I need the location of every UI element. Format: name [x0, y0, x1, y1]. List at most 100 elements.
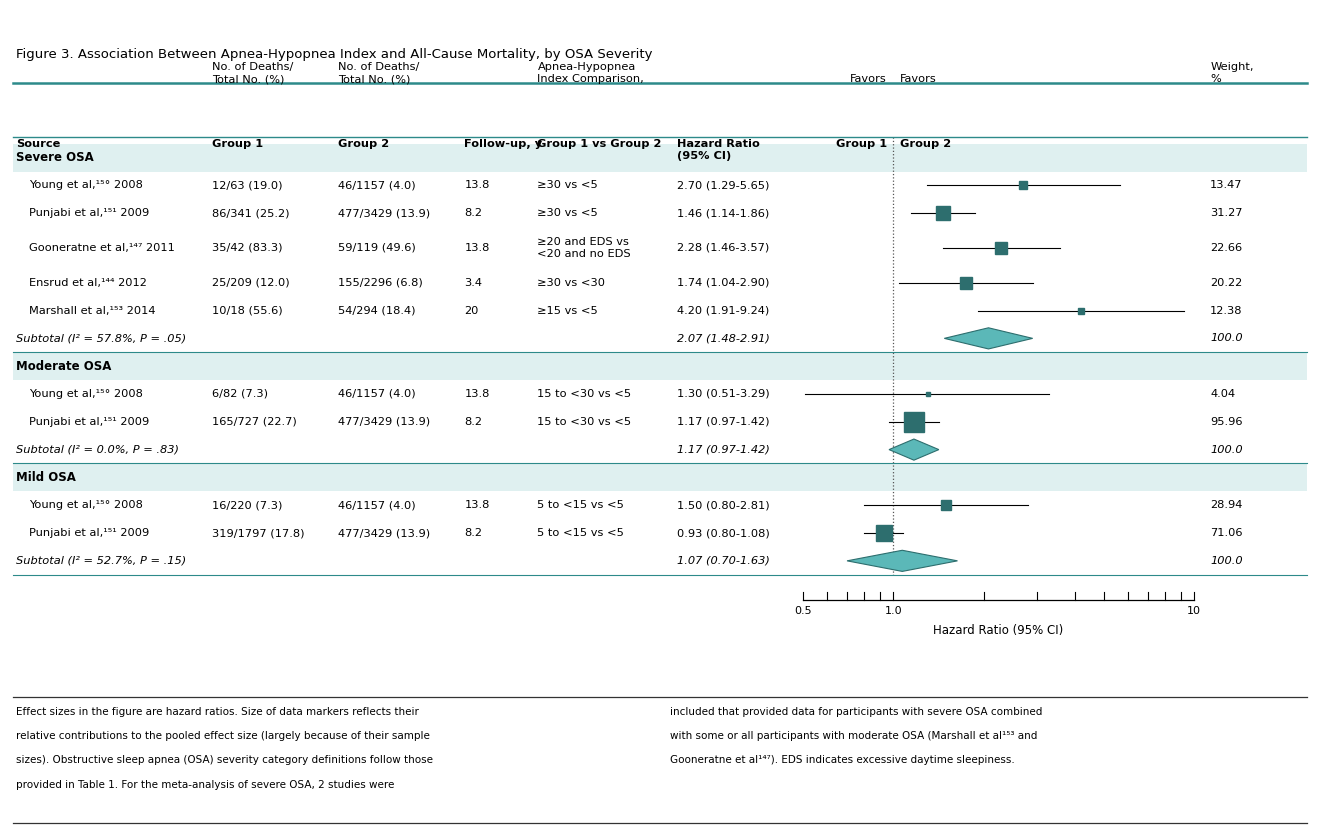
Text: Moderate OSA: Moderate OSA: [16, 360, 111, 372]
Text: with some or all participants with moderate OSA (Marshall et al¹⁵³ and: with some or all participants with moder…: [670, 731, 1038, 741]
Text: 13.8: 13.8: [464, 180, 490, 190]
Text: 46/1157 (4.0): 46/1157 (4.0): [338, 500, 415, 510]
Text: 59/119 (49.6): 59/119 (49.6): [338, 243, 417, 253]
Text: Group 1 vs Group 2: Group 1 vs Group 2: [537, 139, 662, 149]
Text: 46/1157 (4.0): 46/1157 (4.0): [338, 180, 415, 190]
Text: Punjabi et al,¹⁵¹ 2009: Punjabi et al,¹⁵¹ 2009: [29, 417, 150, 427]
Text: 46/1157 (4.0): 46/1157 (4.0): [338, 389, 415, 399]
Text: Severe OSA: Severe OSA: [16, 151, 94, 164]
Bar: [13, 463, 1307, 491]
Text: Weight,
%: Weight, %: [1210, 62, 1254, 84]
Text: 13.8: 13.8: [464, 243, 490, 253]
Text: 0.93 (0.80-1.08): 0.93 (0.80-1.08): [677, 528, 770, 538]
Bar: [13, 144, 1307, 171]
Text: 6/82 (7.3): 6/82 (7.3): [212, 389, 268, 399]
Text: Punjabi et al,¹⁵¹ 2009: Punjabi et al,¹⁵¹ 2009: [29, 528, 150, 538]
Text: 25/209 (12.0): 25/209 (12.0): [212, 278, 289, 288]
Text: ≥20 and EDS vs
<20 and no EDS: ≥20 and EDS vs <20 and no EDS: [537, 237, 632, 259]
Text: Gooneratne et al¹⁴⁷). EDS indicates excessive daytime sleepiness.: Gooneratne et al¹⁴⁷). EDS indicates exce…: [670, 756, 1015, 766]
Text: 8.2: 8.2: [464, 528, 483, 538]
Text: Young et al,¹⁵° 2008: Young et al,¹⁵° 2008: [29, 500, 143, 510]
Text: Young et al,¹⁵° 2008: Young et al,¹⁵° 2008: [29, 180, 143, 190]
Text: Punjabi et al,¹⁵¹ 2009: Punjabi et al,¹⁵¹ 2009: [29, 208, 150, 218]
Text: 1.30 (0.51-3.29): 1.30 (0.51-3.29): [677, 389, 770, 399]
Text: 165/727 (22.7): 165/727 (22.7): [212, 417, 297, 427]
Text: 13.47: 13.47: [1210, 180, 1242, 190]
Text: 0.5: 0.5: [794, 606, 812, 616]
Text: 15 to <30 vs <5: 15 to <30 vs <5: [537, 389, 632, 399]
Text: Ensrud et al,¹⁴⁴ 2012: Ensrud et al,¹⁴⁴ 2012: [29, 278, 147, 288]
Text: provided in Table 1. For the meta-analysis of severe OSA, 2 studies were: provided in Table 1. For the meta-analys…: [16, 780, 394, 790]
Text: Favors: Favors: [851, 74, 886, 84]
Text: 71.06: 71.06: [1210, 528, 1242, 538]
Text: 319/1797 (17.8): 319/1797 (17.8): [212, 528, 305, 538]
Text: No. of Deaths/
Total No. (%): No. of Deaths/ Total No. (%): [212, 62, 293, 84]
Text: 4.04: 4.04: [1210, 389, 1235, 399]
Text: Apnea-Hypopnea
Index Comparison,: Apnea-Hypopnea Index Comparison,: [537, 62, 644, 84]
Text: 10: 10: [1188, 606, 1201, 616]
Text: Hazard Ratio (95% CI): Hazard Ratio (95% CI): [933, 624, 1064, 637]
Text: Hazard Ratio
(95% CI): Hazard Ratio (95% CI): [677, 139, 759, 161]
Text: Source: Source: [16, 139, 60, 149]
Text: 12/63 (19.0): 12/63 (19.0): [212, 180, 283, 190]
Text: sizes). Obstructive sleep apnea (OSA) severity category definitions follow those: sizes). Obstructive sleep apnea (OSA) se…: [16, 756, 433, 766]
Text: 100.0: 100.0: [1210, 444, 1243, 454]
Text: 16/220 (7.3): 16/220 (7.3): [212, 500, 283, 510]
Text: ≥15 vs <5: ≥15 vs <5: [537, 306, 598, 316]
Polygon shape: [945, 328, 1032, 349]
Text: 15 to <30 vs <5: 15 to <30 vs <5: [537, 417, 632, 427]
Text: 477/3429 (13.9): 477/3429 (13.9): [338, 208, 430, 218]
Text: Subtotal (I² = 57.8%, P = .05): Subtotal (I² = 57.8%, P = .05): [16, 333, 186, 343]
Bar: [13, 352, 1307, 380]
Text: 13.8: 13.8: [464, 500, 490, 510]
Text: 54/294 (18.4): 54/294 (18.4): [338, 306, 415, 316]
Text: 477/3429 (13.9): 477/3429 (13.9): [338, 417, 430, 427]
Text: 31.27: 31.27: [1210, 208, 1242, 218]
Text: ≥30 vs <5: ≥30 vs <5: [537, 180, 598, 190]
Text: Group 1: Group 1: [212, 139, 264, 149]
Text: Subtotal (I² = 0.0%, P = .83): Subtotal (I² = 0.0%, P = .83): [16, 444, 179, 454]
Text: 2.28 (1.46-3.57): 2.28 (1.46-3.57): [677, 243, 770, 253]
Text: 35/42 (83.3): 35/42 (83.3): [212, 243, 283, 253]
Text: relative contributions to the pooled effect size (largely because of their sampl: relative contributions to the pooled eff…: [16, 731, 430, 741]
Text: 1.50 (0.80-2.81): 1.50 (0.80-2.81): [677, 500, 770, 510]
Text: Gooneratne et al,¹⁴⁷ 2011: Gooneratne et al,¹⁴⁷ 2011: [29, 243, 175, 253]
Text: 8.2: 8.2: [464, 417, 483, 427]
Text: Mild OSA: Mild OSA: [16, 471, 76, 484]
Text: Figure 3. Association Between Apnea-Hypopnea Index and All-Cause Mortality, by O: Figure 3. Association Between Apnea-Hypo…: [16, 48, 653, 61]
Text: 1.17 (0.97-1.42): 1.17 (0.97-1.42): [677, 444, 770, 454]
Text: 1.07 (0.70-1.63): 1.07 (0.70-1.63): [677, 556, 770, 566]
Polygon shape: [847, 550, 958, 571]
Text: 2.07 (1.48-2.91): 2.07 (1.48-2.91): [677, 333, 770, 343]
Text: 155/2296 (6.8): 155/2296 (6.8): [338, 278, 423, 288]
Text: 1.74 (1.04-2.90): 1.74 (1.04-2.90): [677, 278, 770, 288]
Polygon shape: [889, 439, 938, 460]
Text: Group 2: Group 2: [338, 139, 390, 149]
Text: 1.0: 1.0: [885, 606, 902, 616]
Text: 86/341 (25.2): 86/341 (25.2): [212, 208, 289, 218]
Text: 12.38: 12.38: [1210, 306, 1242, 316]
Text: Group 1: Group 1: [836, 139, 886, 149]
Text: 3.4: 3.4: [464, 278, 483, 288]
Text: Follow-up, y: Follow-up, y: [464, 139, 543, 149]
Text: 20: 20: [464, 306, 479, 316]
Text: Favors: Favors: [900, 74, 937, 84]
Text: 4.20 (1.91-9.24): 4.20 (1.91-9.24): [677, 306, 770, 316]
Text: 1.17 (0.97-1.42): 1.17 (0.97-1.42): [677, 417, 770, 427]
Text: 8.2: 8.2: [464, 208, 483, 218]
Text: 22.66: 22.66: [1210, 243, 1242, 253]
Text: ≥30 vs <30: ≥30 vs <30: [537, 278, 605, 288]
Text: 477/3429 (13.9): 477/3429 (13.9): [338, 528, 430, 538]
Text: 20.22: 20.22: [1210, 278, 1242, 288]
Text: 95.96: 95.96: [1210, 417, 1242, 427]
Text: 10/18 (55.6): 10/18 (55.6): [212, 306, 283, 316]
Text: Subtotal (I² = 52.7%, P = .15): Subtotal (I² = 52.7%, P = .15): [16, 556, 186, 566]
Text: 100.0: 100.0: [1210, 556, 1243, 566]
Text: Effect sizes in the figure are hazard ratios. Size of data markers reflects thei: Effect sizes in the figure are hazard ra…: [16, 706, 419, 716]
Text: 13.8: 13.8: [464, 389, 490, 399]
Text: 28.94: 28.94: [1210, 500, 1242, 510]
Text: ≥30 vs <5: ≥30 vs <5: [537, 208, 598, 218]
Text: 100.0: 100.0: [1210, 333, 1243, 343]
Text: included that provided data for participants with severe OSA combined: included that provided data for particip…: [670, 706, 1043, 716]
Text: No. of Deaths/
Total No. (%): No. of Deaths/ Total No. (%): [338, 62, 419, 84]
